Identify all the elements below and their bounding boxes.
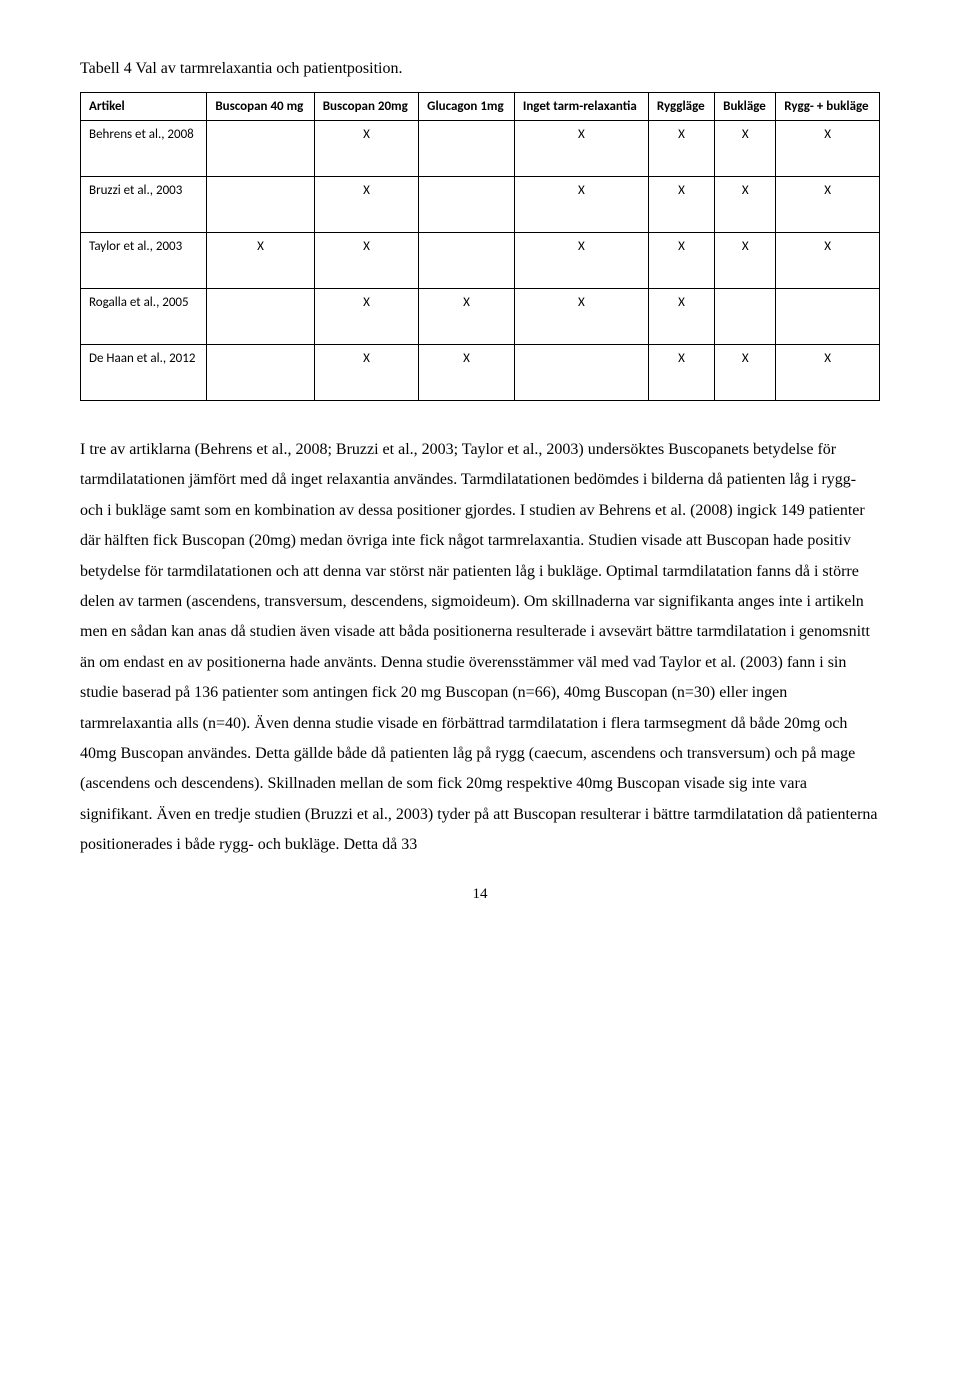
table-cell: X (715, 345, 776, 401)
col-header: Bukläge (715, 93, 776, 121)
table-cell (715, 289, 776, 345)
table-row: Bruzzi et al., 2003 X X X X X (81, 177, 880, 233)
col-header: Buscopan 20mg (314, 93, 418, 121)
col-header: Inget tarm-relaxantia (514, 93, 648, 121)
table-cell (207, 289, 314, 345)
col-header: Rygg- + bukläge (776, 93, 880, 121)
table-cell: X (648, 345, 714, 401)
col-header: Buscopan 40 mg (207, 93, 314, 121)
table-cell: X (648, 177, 714, 233)
table-cell: X (776, 233, 880, 289)
table-cell: X (776, 177, 880, 233)
col-header: Artikel (81, 93, 207, 121)
table-cell: X (648, 289, 714, 345)
table-cell: X (314, 289, 418, 345)
page-number: 14 (80, 886, 880, 903)
table-cell: X (514, 289, 648, 345)
table-cell: X (715, 177, 776, 233)
table-cell: X (715, 121, 776, 177)
row-label: Bruzzi et al., 2003 (81, 177, 207, 233)
row-label: Taylor et al., 2003 (81, 233, 207, 289)
table-header-row: Artikel Buscopan 40 mg Buscopan 20mg Glu… (81, 93, 880, 121)
table-cell: X (514, 233, 648, 289)
data-table: Artikel Buscopan 40 mg Buscopan 20mg Glu… (80, 92, 880, 401)
table-cell: X (419, 345, 515, 401)
table-cell (514, 345, 648, 401)
table-row: Rogalla et al., 2005 X X X X (81, 289, 880, 345)
table-cell: X (514, 177, 648, 233)
table-cell: X (776, 345, 880, 401)
row-label: De Haan et al., 2012 (81, 345, 207, 401)
table-cell: X (314, 345, 418, 401)
table-row: De Haan et al., 2012 X X X X X (81, 345, 880, 401)
table-cell: X (314, 177, 418, 233)
row-label: Rogalla et al., 2005 (81, 289, 207, 345)
col-header: Ryggläge (648, 93, 714, 121)
table-cell: X (314, 121, 418, 177)
table-cell (419, 177, 515, 233)
table-row: Taylor et al., 2003 X X X X X X (81, 233, 880, 289)
table-cell: X (419, 289, 515, 345)
table-cell: X (514, 121, 648, 177)
col-header: Glucagon 1mg (419, 93, 515, 121)
table-cell (419, 233, 515, 289)
table-cell (207, 177, 314, 233)
table-cell: X (314, 233, 418, 289)
table-cell (419, 121, 515, 177)
table-cell (776, 289, 880, 345)
table-cell (207, 121, 314, 177)
table-cell: X (207, 233, 314, 289)
table-cell: X (648, 233, 714, 289)
table-cell: X (776, 121, 880, 177)
body-paragraph: I tre av artiklarna (Behrens et al., 200… (80, 435, 880, 860)
table-row: Behrens et al., 2008 X X X X X (81, 121, 880, 177)
table-cell: X (715, 233, 776, 289)
table-cell (207, 345, 314, 401)
table-title: Tabell 4 Val av tarmrelaxantia och patie… (80, 60, 880, 78)
table-cell: X (648, 121, 714, 177)
row-label: Behrens et al., 2008 (81, 121, 207, 177)
